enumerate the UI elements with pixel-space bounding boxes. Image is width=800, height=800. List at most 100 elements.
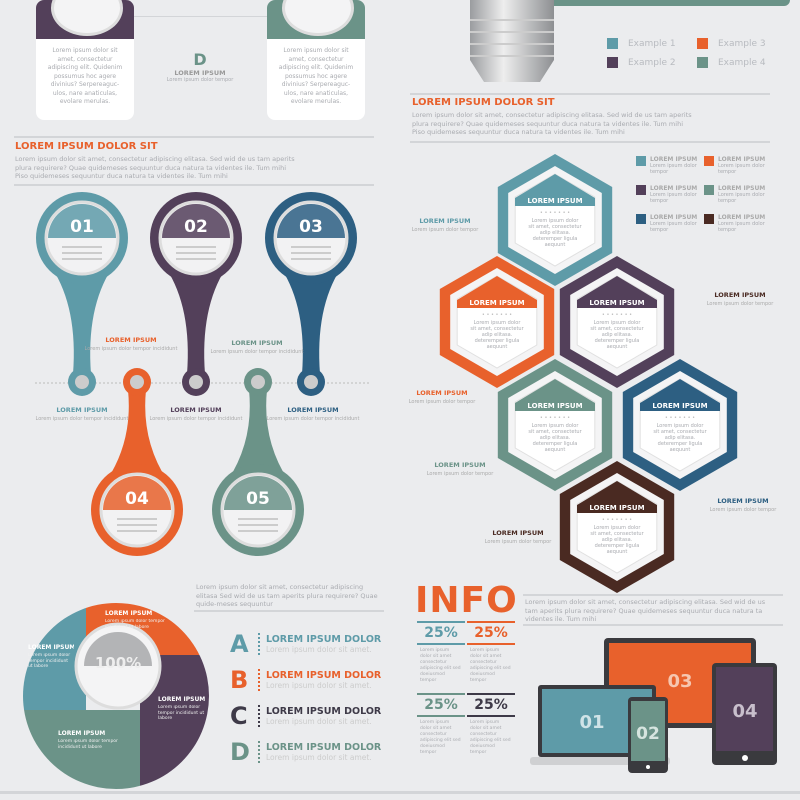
divider: [523, 594, 783, 596]
divider: [0, 791, 800, 794]
tablet-icon: 04: [712, 663, 777, 765]
svg-text:04: 04: [732, 701, 757, 722]
hex-text: Lorem ipsum dolor sit amet, consectetur …: [470, 320, 524, 350]
pie-intro: Lorem ipsum dolor sit amet, consectetur …: [196, 583, 378, 608]
light-bulb-icon: [470, 0, 790, 82]
abcd-item: C LOREM IPSUM DOLOR Lorem ipsum dolor sit …: [230, 702, 382, 730]
info-text: Lorem ipsum dolor sit amet, consectetur …: [525, 598, 766, 623]
hex-text: Lorem ipsum dolor sit amet, consectetur …: [528, 423, 582, 453]
info-title: INFO: [415, 580, 518, 621]
pin-02: 02: [150, 192, 242, 396]
hex-callout: LOREM IPSUM Lorem ipsum dolor tempor: [707, 291, 775, 307]
stat-item: 25% Lorem ipsum dolor sit amet consectetu…: [467, 621, 515, 687]
abcd-item: B LOREM IPSUM DOLOR Lorem ipsum dolor sit …: [230, 666, 382, 694]
svg-text:02: 02: [636, 724, 660, 744]
section2-title: LOREM IPSUM DOLOR SIT: [412, 97, 555, 108]
pie-segment-label: LOREM IPSUM: [58, 730, 106, 737]
svg-text:LOREM IPSUM: LOREM IPSUM: [714, 291, 765, 299]
divider: [194, 610, 384, 612]
pin-caption: LOREM IPSUM Lorem ipsum dolor tempor inci…: [36, 406, 129, 422]
stat-item: 25% Lorem ipsum dolor sit amet consectetu…: [417, 621, 465, 687]
pie-segment-sub: Lorem ipsum dolor tempor incididunt ut l…: [105, 619, 165, 630]
hexagon-item: LOREM IPSUM • • • • • • • Lorem ipsum dolo…: [497, 154, 613, 286]
pin-number: 02: [184, 217, 208, 237]
phone-icon: 02: [628, 697, 668, 773]
pie-segment-sub: Lorem ipsum dolor tempor incididunt ut l…: [158, 705, 205, 721]
hex-title: LOREM IPSUM: [589, 299, 644, 307]
svg-text:LOREM IPSUM: LOREM IPSUM: [56, 406, 107, 414]
legend-item: Example 2: [607, 57, 697, 68]
dots-divider: • • • • • • •: [540, 415, 570, 421]
color-swatch: [704, 214, 714, 224]
pin-number: 05: [246, 489, 270, 509]
hex-legend-item: LOREM IPSUM Lorem ipsum dolor tempor: [636, 185, 704, 204]
divider: [410, 93, 770, 95]
hex-text: Lorem ipsum dolor sit amet, consectetur …: [528, 218, 582, 248]
pin-caption: LOREM IPSUM Lorem ipsum dolor tempor inci…: [150, 406, 243, 422]
pin-timeline: 01 02 03 04 05 LOREM IPSUM Lorem ipsum dolor t…: [35, 192, 370, 556]
pin-05: 05: [212, 368, 304, 556]
info-stats: 25% Lorem ipsum dolor sit amet consectetu…: [417, 621, 515, 759]
legend: Example 1 Example 3 Example 2 Example 4: [607, 38, 787, 68]
dots-divider: • • • • • • •: [540, 210, 570, 216]
hexagon-item: LOREM IPSUM • • • • • • • Lorem ipsum dolo…: [622, 359, 738, 491]
hex-legend-item: LOREM IPSUM Lorem ipsum dolor tempor: [636, 214, 704, 233]
pie-center-value: 100%: [95, 654, 141, 672]
stat-item: 25% Lorem ipsum dolor sit amet consectetu…: [417, 693, 465, 759]
svg-text:LOREM IPSUM: LOREM IPSUM: [416, 389, 467, 397]
section2-text: Lorem ipsum dolor sit amet, consectetur …: [412, 111, 692, 136]
color-swatch: [636, 214, 646, 224]
hex-legend-item: LOREM IPSUM Lorem ipsum dolor tempor: [704, 156, 772, 175]
svg-text:LOREM IPSUM: LOREM IPSUM: [170, 406, 221, 414]
svg-text:Lorem ipsum dolor tempor: Lorem ipsum dolor tempor: [485, 539, 553, 545]
hex-callout: LOREM IPSUM Lorem ipsum dolor tempor: [427, 461, 495, 477]
section1-title: LOREM IPSUM DOLOR SIT: [15, 141, 158, 152]
hex-text: Lorem ipsum dolor sit amet, consectetur …: [590, 320, 644, 350]
connector-line: [134, 16, 267, 17]
pin-number: 03: [299, 217, 323, 237]
svg-text:LOREM IPSUM: LOREM IPSUM: [717, 497, 768, 505]
svg-text:Lorem ipsum dolor tempor: Lorem ipsum dolor tempor: [412, 227, 480, 233]
color-swatch: [636, 156, 646, 166]
legend-item: Example 4: [697, 57, 787, 68]
divider: [523, 624, 783, 626]
pin-caption: LOREM IPSUM Lorem ipsum dolor tempor inci…: [211, 339, 304, 355]
dots-divider: • • • • • • •: [665, 415, 695, 421]
svg-text:LOREM IPSUM: LOREM IPSUM: [419, 217, 470, 225]
hexagon-item: LOREM IPSUM • • • • • • • Lorem ipsum dolo…: [497, 359, 613, 491]
divider: [14, 184, 374, 186]
color-swatch: [704, 185, 714, 195]
color-swatch: [704, 156, 714, 166]
legend-item: Example 1: [607, 38, 697, 49]
pie-segment-label: LOREM IPSUM: [105, 610, 153, 617]
pie-segment-label: LOREM IPSUM: [158, 696, 206, 703]
svg-text:Lorem ipsum dolor tempor incid: Lorem ipsum dolor tempor incididunt: [150, 416, 243, 422]
dots-divider: • • • • • • •: [602, 312, 632, 318]
pin-number: 01: [70, 217, 94, 237]
pin-04: 04: [91, 368, 183, 556]
hex-title: LOREM IPSUM: [527, 402, 582, 410]
hex-title: LOREM IPSUM: [527, 197, 582, 205]
hex-text: Lorem ipsum dolor sit amet, consectetur …: [653, 423, 707, 453]
svg-text:LOREM IPSUM: LOREM IPSUM: [492, 529, 543, 537]
hex-legend-item: LOREM IPSUM Lorem ipsum dolor tempor: [704, 214, 772, 233]
hex-legend-item: LOREM IPSUM Lorem ipsum dolor tempor: [704, 185, 772, 204]
svg-text:Lorem ipsum dolor tempor incid: Lorem ipsum dolor tempor incididunt: [85, 346, 178, 352]
svg-text:Lorem ipsum dolor tempor: Lorem ipsum dolor tempor: [427, 471, 495, 477]
svg-text:LOREM IPSUM: LOREM IPSUM: [434, 461, 485, 469]
hexagon-item: LOREM IPSUM • • • • • • • Lorem ipsum dolo…: [439, 256, 555, 388]
devices-illustration: 03 01 04 02: [530, 638, 777, 773]
divider: [410, 141, 770, 143]
svg-text:Lorem ipsum dolor tempor: Lorem ipsum dolor tempor: [409, 399, 477, 405]
hex-title: LOREM IPSUM: [589, 504, 644, 512]
section1-text: Lorem ipsum dolor sit amet, consectetur …: [15, 155, 295, 180]
svg-text:LOREM IPSUM: LOREM IPSUM: [287, 406, 338, 414]
hex-callout: LOREM IPSUM Lorem ipsum dolor tempor: [485, 529, 553, 545]
hex-title: LOREM IPSUM: [652, 402, 707, 410]
dots-divider: • • • • • • •: [602, 517, 632, 523]
svg-text:Lorem ipsum dolor tempor: Lorem ipsum dolor tempor: [710, 507, 778, 513]
pin-caption: LOREM IPSUM Lorem ipsum dolor tempor inci…: [85, 336, 178, 352]
pin-03: 03: [265, 192, 357, 396]
pin-01: 01: [36, 192, 128, 396]
pin-caption: LOREM IPSUM Lorem ipsum dolor tempor inci…: [267, 406, 360, 422]
